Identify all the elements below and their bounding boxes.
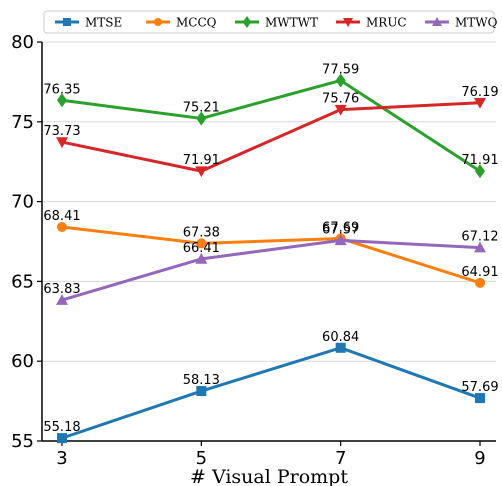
series-line-mruc bbox=[61, 101, 481, 173]
x-tick-label-5: 5 bbox=[196, 448, 207, 469]
series-mccq bbox=[57, 221, 485, 288]
legend-marker-mtwq bbox=[432, 17, 442, 26]
data-label-mwtwt-7: 77.59 bbox=[322, 62, 359, 77]
series-point-mtwq-3 bbox=[56, 294, 68, 305]
series-point-mtse-7 bbox=[335, 342, 346, 353]
legend-label-mwtwt: MWTWT bbox=[265, 16, 318, 30]
series-point-mtse-3 bbox=[57, 433, 67, 444]
series-point-mruc-5 bbox=[195, 166, 208, 178]
x-tick-label-3: 3 bbox=[56, 448, 67, 469]
data-label-mtse-7: 60.84 bbox=[322, 330, 359, 345]
legend-label-mruc: MRUC bbox=[366, 16, 407, 30]
series-mtwq bbox=[56, 234, 486, 305]
series-point-mwtwt-3 bbox=[56, 93, 68, 108]
series-point-mccq-9 bbox=[475, 277, 485, 288]
series-line-mtse bbox=[61, 346, 481, 440]
series-point-mtse-5 bbox=[196, 386, 207, 397]
y-tick-label-65: 65 bbox=[11, 271, 34, 292]
axes bbox=[41, 42, 496, 442]
y-axis-ticks: 55 60 65 70 75 80 bbox=[11, 32, 42, 452]
series-point-mwtwt-7 bbox=[335, 73, 346, 88]
series-point-mwtwt-5 bbox=[196, 111, 207, 126]
series-point-mtwq-5 bbox=[195, 252, 208, 264]
data-label-mruc-7: 75.76 bbox=[322, 92, 359, 107]
data-label-mtse-5: 58.13 bbox=[183, 373, 220, 388]
data-label-mccq-7: 67.69 bbox=[322, 220, 359, 235]
data-label-mccq-9: 64.91 bbox=[461, 265, 498, 280]
data-label-mruc-9: 76.19 bbox=[461, 85, 498, 100]
data-label-mtwq-9: 67.12 bbox=[461, 230, 498, 245]
legend-frame bbox=[43, 10, 495, 34]
legend-marker-mwtwt bbox=[242, 16, 252, 28]
series-point-mruc-7 bbox=[334, 104, 347, 116]
legend-item-mccq: MCCQ bbox=[146, 16, 217, 30]
legend-label-mtwq: MTWQ bbox=[455, 16, 498, 30]
y-tick-label-55: 55 bbox=[11, 431, 34, 452]
series-point-mruc-9 bbox=[474, 98, 486, 109]
legend-item-mtwq: MTWQ bbox=[425, 16, 498, 30]
legend-label-mtse: MTSE bbox=[85, 16, 122, 30]
data-labels: 55.18 58.13 60.84 57.69 68.41 67.38 67.69 64.91… bbox=[43, 62, 498, 435]
x-axis-title: # Visual Prompt bbox=[190, 466, 348, 486]
series-mwtwt bbox=[56, 73, 486, 179]
y-tick-label-75: 75 bbox=[11, 112, 34, 133]
data-label-mtwq-7: 67.57 bbox=[322, 222, 359, 237]
y-tick-label-60: 60 bbox=[11, 351, 34, 372]
x-tick-label-9: 9 bbox=[474, 448, 485, 469]
data-label-mtse-3: 55.18 bbox=[43, 420, 80, 435]
legend-item-mwtwt: MWTWT bbox=[235, 16, 318, 30]
data-label-mwtwt-9: 71.91 bbox=[461, 153, 498, 168]
data-label-mwtwt-5: 75.21 bbox=[183, 100, 220, 115]
x-axis-ticks: 3 5 7 9 bbox=[56, 441, 486, 469]
series-line-mtwq bbox=[61, 238, 481, 302]
y-tick-label-70: 70 bbox=[11, 192, 34, 213]
legend-marker-mruc bbox=[343, 18, 353, 27]
data-label-mruc-5: 71.91 bbox=[183, 153, 220, 168]
data-label-mtse-9: 57.69 bbox=[461, 380, 498, 395]
series-point-mruc-3 bbox=[56, 137, 68, 149]
series-layer bbox=[56, 73, 486, 444]
series-point-mtse-9 bbox=[475, 393, 485, 404]
data-label-mwtwt-3: 76.35 bbox=[43, 82, 80, 97]
legend-marker-mtse bbox=[63, 18, 71, 26]
legend-label-mccq: MCCQ bbox=[176, 16, 217, 30]
y-tick-label-80: 80 bbox=[11, 32, 34, 53]
series-point-mwtwt-9 bbox=[474, 164, 486, 179]
data-label-mtwq-5: 66.41 bbox=[183, 241, 220, 256]
data-label-mccq-3: 68.41 bbox=[43, 209, 80, 224]
series-point-mccq-3 bbox=[57, 221, 67, 232]
x-tick-label-7: 7 bbox=[335, 448, 346, 469]
legend-item-mruc: MRUC bbox=[336, 16, 407, 30]
data-label-mtwq-3: 63.83 bbox=[43, 282, 80, 297]
series-point-mtwq-7 bbox=[334, 234, 347, 246]
grid-lines bbox=[42, 41, 496, 362]
data-label-mccq-5: 67.38 bbox=[183, 225, 220, 240]
series-line-mccq bbox=[61, 225, 481, 285]
series-mruc bbox=[56, 98, 486, 178]
legend: MTSE MCCQ MWTWT MRUC MTWQ bbox=[43, 10, 498, 34]
legend-marker-mccq bbox=[154, 18, 162, 26]
series-line-mwtwt bbox=[61, 78, 481, 173]
legend-item-mtse: MTSE bbox=[55, 16, 122, 30]
data-label-mruc-3: 73.73 bbox=[43, 124, 80, 139]
series-point-mccq-5 bbox=[196, 238, 207, 249]
series-mtse bbox=[57, 342, 485, 444]
series-point-mtwq-9 bbox=[474, 241, 486, 253]
